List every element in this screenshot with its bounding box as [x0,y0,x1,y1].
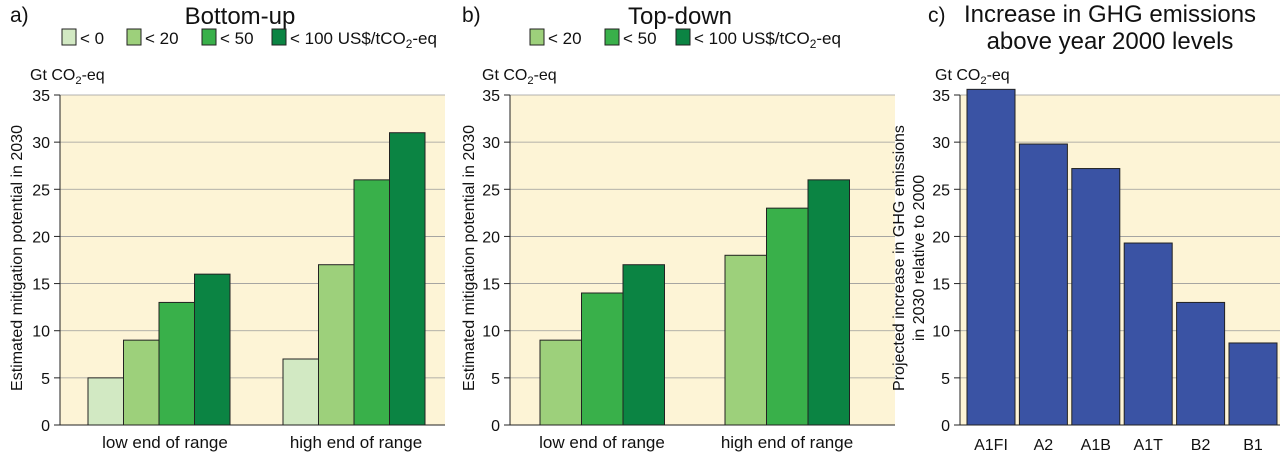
unit-label: Gt CO2​-eq [935,67,1010,87]
unit-label: Gt CO2​-eq [30,67,105,87]
y-tick-label: 30 [32,135,50,152]
x-category-label: A1B [1081,437,1111,454]
y-tick-label: 30 [932,135,950,152]
chart-title: Increase in GHG emissions [964,1,1256,28]
x-category-label: B2 [1191,437,1211,454]
y-tick-label: 35 [932,88,950,105]
bar [282,358,319,426]
y-tick-label: 25 [932,182,950,199]
y-axis-label: Projected increase in GHG emissions [891,125,908,391]
unit-label: Gt CO2​-eq [482,67,557,87]
y-tick-label: 25 [32,182,50,199]
y-tick-label: 5 [41,371,50,388]
y-tick-label: 20 [932,229,950,246]
x-category-label: low end of range [539,433,665,452]
bar [87,377,124,426]
bar [1228,342,1278,426]
x-category-label: low end of range [102,433,228,452]
legend-swatch [271,28,287,46]
y-tick-label: 20 [482,229,500,246]
legend-label: < 50 [623,29,657,48]
legend-label: < 100 US$/tCO2​-eq [290,29,437,51]
legend-swatch [201,28,217,46]
legend-swatch [126,28,142,46]
y-tick-label: 10 [482,324,500,341]
bar [1176,301,1226,426]
legend-label: < 20 [548,29,582,48]
legend-label: < 0 [80,29,104,48]
bar [158,301,195,426]
bar [724,254,767,426]
legend-label: < 100 US$/tCO2​-eq [694,29,841,51]
x-category-label: A2 [1034,437,1054,454]
bar [1123,242,1173,426]
panel-3: 0 5 10 15 20 25 30 35 c) Increase in GHG emission… [891,1,1280,454]
x-category-label: A1T [1134,437,1164,454]
y-tick-label: 30 [482,135,500,152]
x-category-label: B1 [1243,437,1263,454]
bar [318,264,355,426]
legend-label: < 20 [145,29,179,48]
y-tick-label: 15 [932,277,950,294]
y-axis-label: Estimated mitigation potential in 2030 [461,125,478,391]
panel-label: b) [462,4,481,27]
y-tick-label: 15 [32,277,50,294]
y-tick-label: 35 [32,88,50,105]
x-category-label: high end of range [721,433,853,452]
y-tick-label: 5 [491,371,500,388]
x-category-label: high end of range [290,433,422,452]
bar [622,264,665,426]
bar [1018,143,1068,426]
bar [123,339,160,426]
bar [194,273,231,426]
chart-title: Top-down [628,3,732,30]
legend-swatch [675,28,691,46]
panel-label: a) [10,4,29,27]
chart-title: above year 2000 levels [987,28,1234,55]
legend-swatch [604,28,620,46]
bar [353,179,390,426]
y-tick-label: 15 [482,277,500,294]
x-category-label: A1FI [974,437,1008,454]
y-tick-label: 35 [482,88,500,105]
panel-2: 0 5 10 15 20 25 30 35 b) Top-down Gt CO2​-eq Estima… [461,3,895,452]
bar [807,179,850,426]
panel-1: 0 5 10 15 20 25 30 35 a) Bottom-up Gt CO2​-eq Estim… [9,3,445,452]
panel-label: c) [928,4,946,27]
y-tick-label: 0 [941,418,950,435]
y-axis-label: Estimated mitigation potential in 2030 [9,125,26,391]
y-tick-label: 0 [491,418,500,435]
legend-swatch [61,28,77,46]
legend-swatch [529,28,545,46]
bar [581,292,624,426]
y-tick-label: 5 [941,371,950,388]
legend-label: < 50 [220,29,254,48]
y-tick-label: 25 [482,182,500,199]
bar [389,132,426,426]
chart-title: Bottom-up [185,3,296,30]
bar [1071,168,1121,426]
y-tick-label: 20 [32,229,50,246]
y-tick-label: 0 [41,418,50,435]
y-tick-label: 10 [32,324,50,341]
y-axis-label: in 2030 relative to 2000 [911,175,928,341]
bar [539,339,582,426]
bar [966,88,1016,426]
bar [766,207,809,426]
y-tick-label: 10 [932,324,950,341]
